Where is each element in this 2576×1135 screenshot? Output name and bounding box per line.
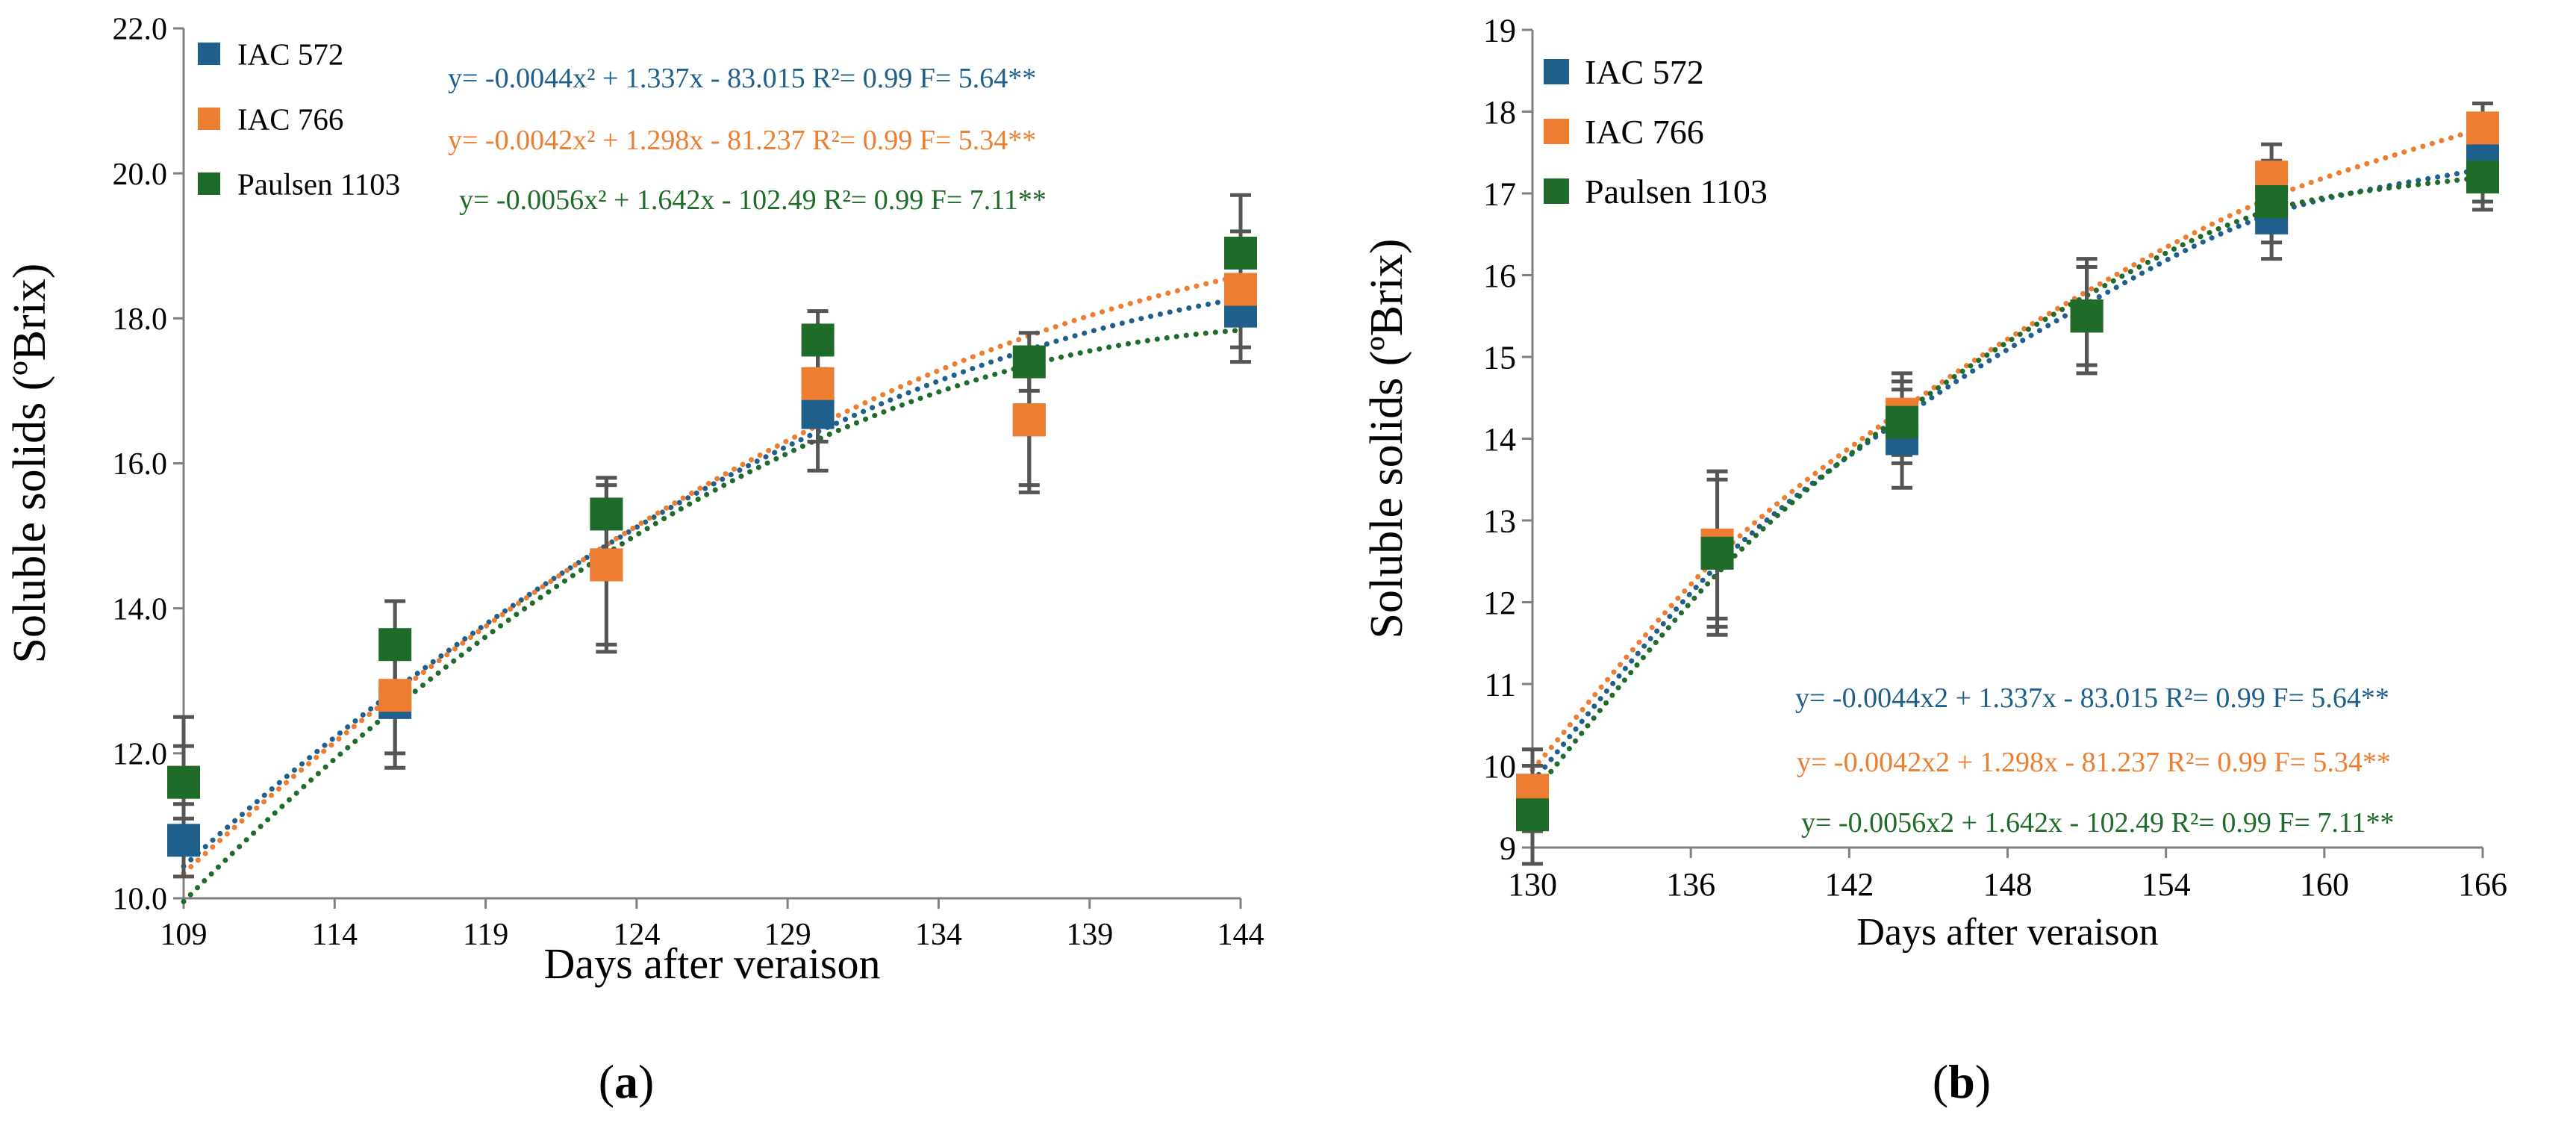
y-tick-label: 19 [1483, 12, 1516, 49]
x-tick-label: 142 [1824, 866, 1874, 903]
equation-paulsen: y= -0.0056x2 + 1.642x - 102.49 R²= 0.99 … [1801, 807, 2395, 839]
legend-swatch-iac766 [198, 108, 220, 130]
y-axis-title: Soluble solids (ºBrix) [1362, 239, 1412, 639]
x-tick-label: 166 [2458, 866, 2507, 903]
panel-label-a: (a) [598, 1055, 655, 1108]
legend-label-iac572: IAC 572 [1585, 53, 1704, 91]
data-point-iac766 [801, 367, 835, 400]
y-tick-label: 12 [1483, 585, 1516, 621]
y-axis-title: Soluble solids (ºBrix) [4, 264, 55, 664]
data-point-paulsen [1700, 536, 1734, 570]
data-point-iac766 [1224, 273, 1257, 306]
legend-label-iac766: IAC 766 [1585, 113, 1704, 151]
data-point-paulsen [801, 323, 835, 357]
data-point-paulsen [1012, 345, 1046, 379]
chart-svg-a: 10.0 12.0 14.0 16.0 18.0 20.0 22.0 109 114 119 124… [4, 13, 1264, 988]
x-tick-label: 114 [312, 918, 358, 952]
legend-swatch-iac766 [1544, 119, 1569, 144]
trendline-paulsen [1529, 174, 2486, 797]
legend-label-iac766: IAC 766 [237, 102, 343, 136]
x-tick-label: 119 [463, 918, 508, 952]
equation-iac572: y= -0.0044x2 + 1.337x - 83.015 R²= 0.99 … [1795, 682, 2389, 714]
chart-panel-a: 10.0 12.0 14.0 16.0 18.0 20.0 22.0 109 114 119 124… [0, 0, 1288, 1049]
legend-swatch-iac572 [1544, 59, 1569, 84]
legend-label-iac572: IAC 572 [237, 37, 343, 71]
panel-label-b: (b) [1932, 1055, 1992, 1108]
data-point-iac766 [1012, 403, 1046, 437]
y-tick-label: 12.0 [113, 738, 168, 772]
data-point-iac766 [2466, 111, 2499, 145]
equation-iac766: y= -0.0042x² + 1.298x - 81.237 R²= 0.99 … [448, 125, 1036, 156]
y-tick-label: 10 [1483, 748, 1516, 785]
data-point-paulsen [2255, 184, 2289, 218]
y-tick-label: 9 [1500, 830, 1516, 866]
legend-label-paulsen: Paulsen 1103 [1585, 172, 1768, 211]
data-point-iac572 [801, 396, 835, 429]
legend-swatch-paulsen [198, 172, 220, 195]
x-tick-label: 148 [1983, 866, 2033, 903]
data-point-paulsen [378, 628, 412, 662]
legend-swatch-iac572 [198, 43, 220, 65]
y-tick-label: 14 [1483, 421, 1516, 458]
y-tick-label: 17 [1483, 175, 1516, 212]
legend-label-paulsen: Paulsen 1103 [237, 167, 400, 201]
data-point-paulsen [167, 765, 200, 799]
data-point-iac572 [167, 824, 200, 857]
x-axis-title: Days after veraison [1856, 911, 2158, 954]
chart-panel-b: 9 10 11 12 13 14 15 16 17 18 19 130 136 142 148 154 160 1… [1288, 0, 2576, 1049]
data-point-paulsen [1516, 798, 1549, 832]
trendline-iac572 [181, 296, 1244, 869]
y-tick-label: 18 [1483, 94, 1516, 131]
x-tick-label: 109 [160, 918, 208, 952]
legend-swatch-paulsen [1544, 178, 1569, 204]
data-point-paulsen [1224, 236, 1257, 270]
x-tick-label: 130 [1508, 866, 1557, 903]
x-tick-label: 139 [1066, 918, 1113, 952]
data-point-iac766 [378, 679, 412, 712]
y-tick-label: 11 [1485, 666, 1516, 703]
data-point-paulsen [2466, 161, 2499, 194]
y-tick-label: 22.0 [113, 13, 168, 47]
trendline-iac766 [181, 273, 1244, 877]
x-tick-label: 124 [613, 918, 660, 952]
data-point-paulsen [1886, 405, 1919, 439]
equation-iac572: y= -0.0044x² + 1.337x - 83.015 R²= 0.99 … [448, 63, 1036, 94]
x-axis-title: Days after veraison [544, 939, 881, 988]
x-tick-label: 160 [2300, 866, 2349, 903]
y-tick-label: 13 [1483, 503, 1516, 539]
y-tick-label: 18.0 [113, 302, 168, 337]
y-tick-label: 14.0 [113, 592, 168, 626]
data-point-iac766 [590, 548, 623, 582]
equation-iac766: y= -0.0042x2 + 1.298x - 81.237 R²= 0.99 … [1797, 747, 2391, 778]
x-tick-label: 129 [764, 918, 811, 952]
chart-svg-b: 9 10 11 12 13 14 15 16 17 18 19 130 136 142 148 154 160 1… [1362, 12, 2507, 954]
trendline-iac766 [1529, 125, 2486, 773]
trendline-paulsen [181, 327, 1244, 904]
y-tick-label: 16 [1483, 258, 1516, 294]
y-tick-label: 15 [1483, 339, 1516, 376]
y-tick-label: 16.0 [113, 447, 168, 482]
x-tick-label: 136 [1666, 866, 1715, 903]
x-tick-label: 144 [1217, 918, 1264, 952]
y-tick-label: 20.0 [113, 158, 168, 192]
x-tick-label: 134 [915, 918, 962, 952]
y-tick-label: 10.0 [113, 883, 168, 917]
data-point-paulsen [2070, 299, 2103, 333]
trendline-iac572 [1529, 166, 2486, 785]
equation-paulsen: y= -0.0056x² + 1.642x - 102.49 R²= 0.99 … [459, 184, 1047, 216]
x-tick-label: 154 [2142, 866, 2191, 903]
data-point-paulsen [590, 497, 623, 531]
